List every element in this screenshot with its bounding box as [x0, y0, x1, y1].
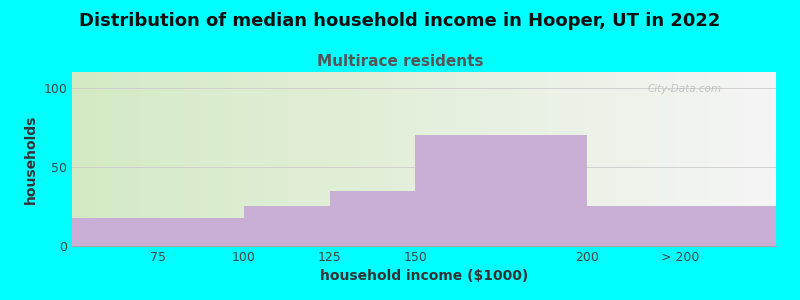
Text: Distribution of median household income in Hooper, UT in 2022: Distribution of median household income … [79, 12, 721, 30]
Bar [72, 218, 244, 246]
Text: City-Data.com: City-Data.com [647, 84, 722, 94]
X-axis label: household income ($1000): household income ($1000) [320, 269, 528, 284]
Text: Multirace residents: Multirace residents [317, 54, 483, 69]
Bar [244, 206, 330, 246]
Bar [330, 190, 415, 246]
Y-axis label: households: households [24, 114, 38, 204]
Bar [415, 135, 587, 246]
Bar [587, 206, 776, 246]
